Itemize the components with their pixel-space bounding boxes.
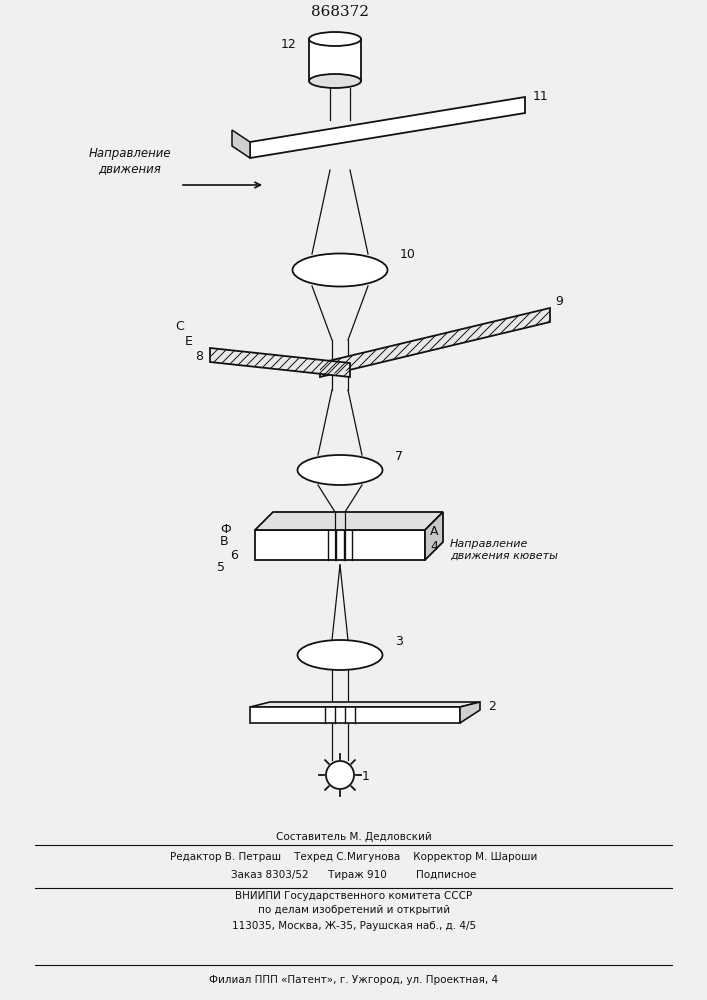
Text: Филиал ППП «Патент», г. Ужгород, ул. Проектная, 4: Филиал ППП «Патент», г. Ужгород, ул. Про… xyxy=(209,975,498,985)
Text: по делам изобретений и открытий: по делам изобретений и открытий xyxy=(258,905,450,915)
Text: 12: 12 xyxy=(281,38,297,51)
Polygon shape xyxy=(232,130,250,158)
Text: 11: 11 xyxy=(533,90,549,103)
Polygon shape xyxy=(460,702,480,723)
Text: E: E xyxy=(185,335,193,348)
Text: C: C xyxy=(175,320,184,333)
Text: Заказ 8303/52      Тираж 910         Подписное: Заказ 8303/52 Тираж 910 Подписное xyxy=(231,870,477,880)
Text: 4: 4 xyxy=(430,540,438,553)
Polygon shape xyxy=(320,308,550,377)
Text: Составитель М. Дедловский: Составитель М. Дедловский xyxy=(276,832,432,842)
Ellipse shape xyxy=(309,32,361,46)
Ellipse shape xyxy=(298,455,382,485)
Text: 5: 5 xyxy=(217,561,225,574)
Text: 7: 7 xyxy=(395,450,403,463)
Polygon shape xyxy=(250,707,460,723)
Ellipse shape xyxy=(309,74,361,88)
Circle shape xyxy=(326,761,354,789)
Text: 868372: 868372 xyxy=(311,5,369,19)
Text: Направление
движения: Направление движения xyxy=(88,147,171,175)
Text: ВНИИПИ Государственного комитета СССР: ВНИИПИ Государственного комитета СССР xyxy=(235,891,472,901)
Ellipse shape xyxy=(293,253,387,286)
Text: В: В xyxy=(220,535,228,548)
Text: Ф: Ф xyxy=(220,523,230,536)
Text: Редактор В. Петраш    Техред С.Мигунова    Корректор М. Шароши: Редактор В. Петраш Техред С.Мигунова Кор… xyxy=(170,852,538,862)
Text: 10: 10 xyxy=(400,248,416,261)
Text: 113035, Москва, Ж-35, Раушская наб., д. 4/5: 113035, Москва, Ж-35, Раушская наб., д. … xyxy=(232,921,476,931)
Text: А: А xyxy=(430,525,438,538)
Text: 6: 6 xyxy=(230,549,238,562)
Polygon shape xyxy=(255,530,425,560)
Ellipse shape xyxy=(298,640,382,670)
Polygon shape xyxy=(210,348,350,377)
Text: 1: 1 xyxy=(362,770,370,783)
Text: 8: 8 xyxy=(195,350,203,363)
Text: Направление
движения кюветы: Направление движения кюветы xyxy=(450,539,558,561)
Text: 9: 9 xyxy=(555,295,563,308)
Polygon shape xyxy=(255,512,443,530)
Text: 3: 3 xyxy=(395,635,403,648)
Polygon shape xyxy=(250,702,480,707)
FancyBboxPatch shape xyxy=(309,39,361,81)
Polygon shape xyxy=(425,512,443,560)
Polygon shape xyxy=(250,97,525,158)
Text: 2: 2 xyxy=(488,700,496,713)
